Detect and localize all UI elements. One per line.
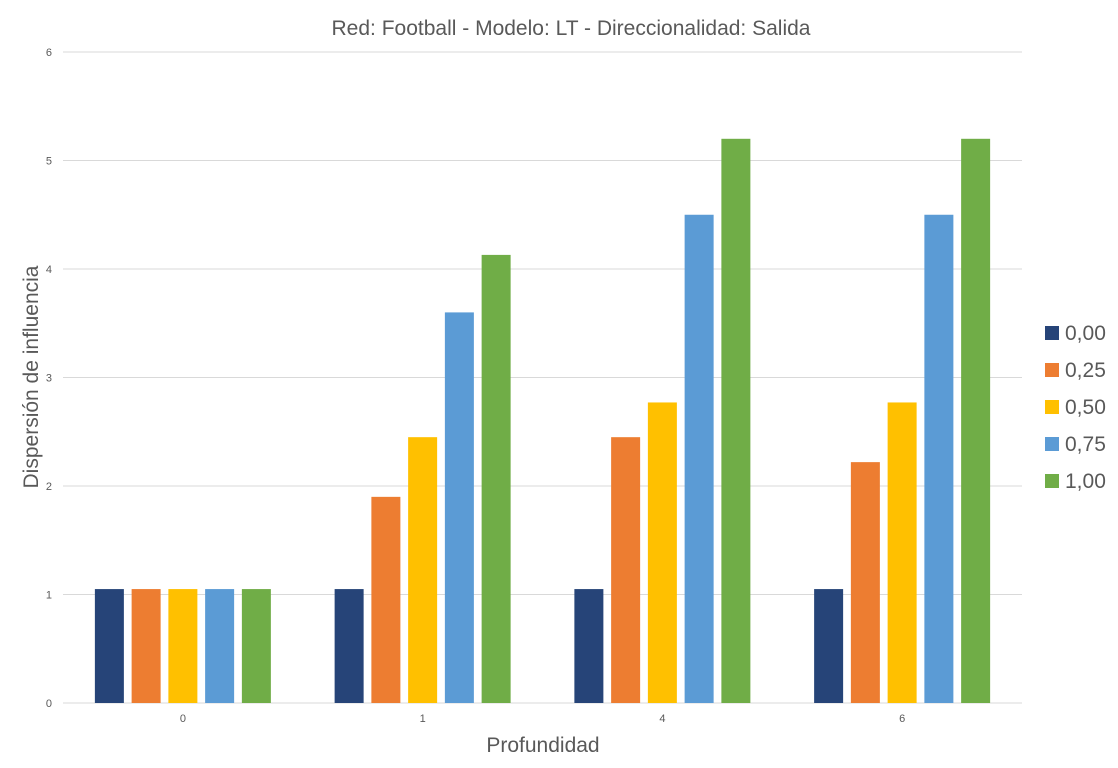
x-axis-title: Profundidad bbox=[486, 734, 599, 757]
bar-0-75-cat-0 bbox=[205, 589, 235, 703]
legend-label: 0,00 bbox=[1065, 322, 1106, 345]
bar-0-00-cat-1 bbox=[334, 589, 364, 703]
bar-0-00-cat-6 bbox=[814, 589, 844, 703]
legend-swatch bbox=[1045, 474, 1059, 488]
bars bbox=[94, 138, 991, 704]
y-tick-label: 4 bbox=[46, 264, 52, 276]
bar-0-75-cat-1 bbox=[444, 312, 474, 703]
legend-label: 0,50 bbox=[1065, 396, 1106, 419]
bar-0-50-cat-1 bbox=[408, 437, 438, 703]
legend: 0,00 0,25 0,50 0,75 1,00 bbox=[1045, 322, 1106, 493]
chart-title: Red: Football - Modelo: LT - Direccional… bbox=[332, 17, 811, 40]
legend-label: 1,00 bbox=[1065, 470, 1106, 493]
bar-0-25-cat-1 bbox=[371, 496, 401, 703]
bar-0-25-cat-0 bbox=[131, 589, 161, 703]
x-tick-label: 0 bbox=[180, 713, 186, 725]
x-tick-label: 6 bbox=[899, 713, 905, 725]
y-tick-label: 5 bbox=[46, 156, 52, 168]
x-tick-label: 1 bbox=[420, 713, 426, 725]
x-axis-ticks: 0 1 4 6 bbox=[180, 713, 905, 725]
bar-1-00-cat-0 bbox=[241, 589, 271, 703]
bar-1-00-cat-1 bbox=[481, 254, 511, 703]
bar-0-50-cat-4 bbox=[647, 402, 677, 703]
bar-0-25-cat-6 bbox=[850, 462, 880, 703]
bar-0-75-cat-6 bbox=[924, 214, 954, 703]
y-tick-label: 6 bbox=[46, 47, 52, 59]
y-tick-label: 3 bbox=[46, 373, 52, 385]
legend-swatch bbox=[1045, 326, 1059, 340]
x-tick-label: 4 bbox=[659, 713, 665, 725]
legend-swatch bbox=[1045, 437, 1059, 451]
y-tick-label: 2 bbox=[46, 481, 52, 493]
legend-label: 0,75 bbox=[1065, 433, 1106, 456]
y-axis-ticks: 0 1 2 3 4 5 6 bbox=[46, 47, 52, 710]
bar-1-00-cat-4 bbox=[721, 138, 751, 704]
bar-0-50-cat-6 bbox=[887, 402, 917, 703]
y-axis-title: Dispersión de influencia bbox=[20, 265, 43, 488]
bar-0-25-cat-4 bbox=[611, 437, 641, 703]
bar-0-00-cat-4 bbox=[574, 589, 604, 703]
legend-label: 0,25 bbox=[1065, 359, 1106, 382]
bar-1-00-cat-6 bbox=[961, 138, 991, 704]
bar-0-50-cat-0 bbox=[168, 589, 198, 703]
legend-swatch bbox=[1045, 400, 1059, 414]
bar-0-75-cat-4 bbox=[684, 214, 714, 703]
y-tick-label: 1 bbox=[46, 590, 52, 602]
bar-0-00-cat-0 bbox=[94, 589, 124, 703]
legend-swatch bbox=[1045, 363, 1059, 377]
y-tick-label: 0 bbox=[46, 698, 52, 710]
